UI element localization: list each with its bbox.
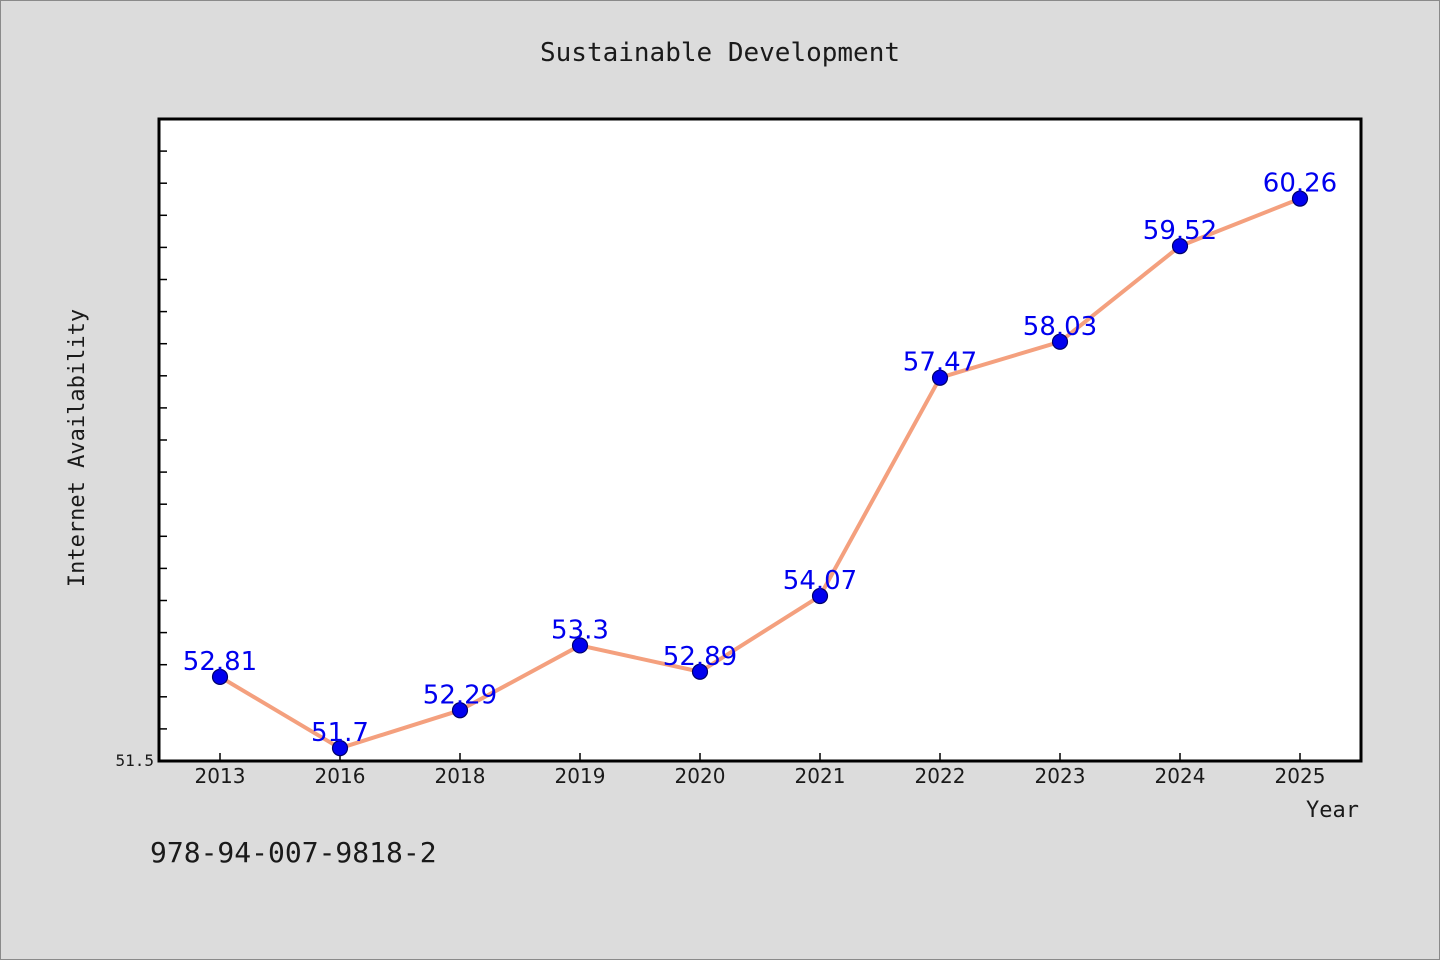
data-label: 52.89 <box>663 642 737 672</box>
x-tick-label: 2019 <box>555 764 606 788</box>
y-tick-label: 51.5 <box>115 751 154 770</box>
x-tick-label: 2024 <box>1155 764 1206 788</box>
x-tick-label: 2013 <box>195 764 246 788</box>
data-point <box>1291 190 1309 207</box>
data-label: 58.03 <box>1023 312 1097 342</box>
data-point <box>211 668 229 685</box>
data-point <box>571 637 589 654</box>
footnote-isbn: 978-94-007-9818-2 <box>150 836 437 869</box>
data-point <box>451 702 469 719</box>
x-tick-label: 2021 <box>795 764 846 788</box>
data-label: 59.52 <box>1143 216 1217 246</box>
data-point <box>331 740 349 757</box>
data-label: 53.3 <box>551 615 609 645</box>
plot-area <box>157 117 1363 763</box>
x-tick-label: 2023 <box>1035 764 1086 788</box>
data-labels: 52.81 51.7 52.29 53.3 52.89 54.07 57.47 58.03 59… <box>183 169 1337 749</box>
data-label: 51.7 <box>311 718 369 748</box>
x-tick-label: 2025 <box>1275 764 1326 788</box>
data-label: 57.47 <box>903 348 977 378</box>
x-tick-label: 2018 <box>435 764 486 788</box>
x-axis-ticks <box>219 753 1301 761</box>
x-tick-label: 2016 <box>315 764 366 788</box>
y-axis-label: Internet Availability <box>65 309 90 587</box>
x-tick-labels: 2013 2016 2018 2019 2020 2021 2022 2023 2024 2025 <box>195 764 1326 788</box>
data-label: 60.26 <box>1263 169 1337 199</box>
x-tick-label: 2022 <box>915 764 966 788</box>
y-axis-ticks <box>159 118 167 762</box>
data-label: 52.29 <box>423 680 497 710</box>
chart-title: Sustainable Development <box>540 38 900 68</box>
data-point <box>1171 238 1189 255</box>
data-label: 52.81 <box>183 647 257 677</box>
x-axis-label: Year <box>1306 798 1359 823</box>
data-label: 54.07 <box>783 566 857 596</box>
series-markers <box>211 190 1309 757</box>
series-line <box>218 196 1301 751</box>
x-tick-label: 2020 <box>675 764 726 788</box>
data-point <box>691 663 709 680</box>
data-point <box>1051 333 1069 350</box>
data-point <box>931 369 949 386</box>
data-point <box>811 587 829 605</box>
